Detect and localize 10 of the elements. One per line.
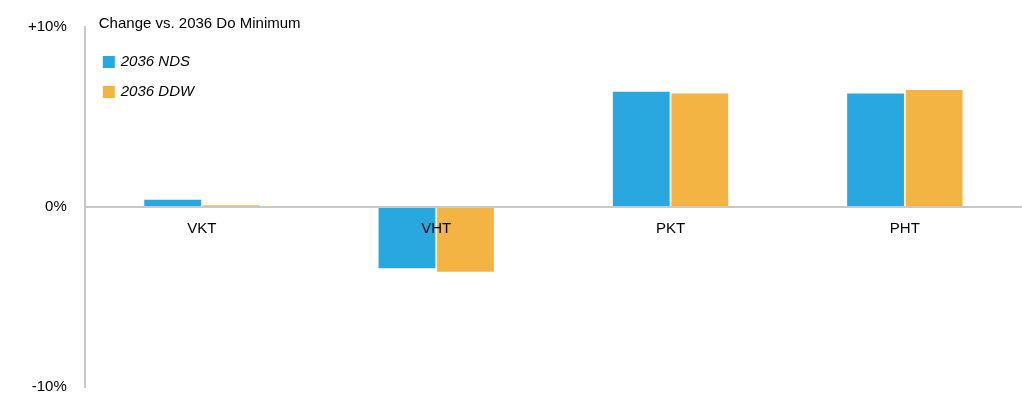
y-tick-label: 0% bbox=[45, 197, 67, 215]
y-axis-title: Change vs. 2036 Do Minimum bbox=[98, 14, 301, 32]
x-tick-label: VHT bbox=[421, 218, 452, 236]
x-tick-label: PKT bbox=[655, 218, 686, 236]
x-tick-label: VKT bbox=[187, 218, 217, 236]
y-tick-label: -10% bbox=[31, 377, 67, 395]
legend-label: 2036 DDW bbox=[119, 82, 196, 100]
legend-label: 2036 NDS bbox=[119, 52, 190, 70]
y-tick-label: +10% bbox=[27, 17, 67, 35]
x-tick-label: PHT bbox=[889, 218, 920, 236]
